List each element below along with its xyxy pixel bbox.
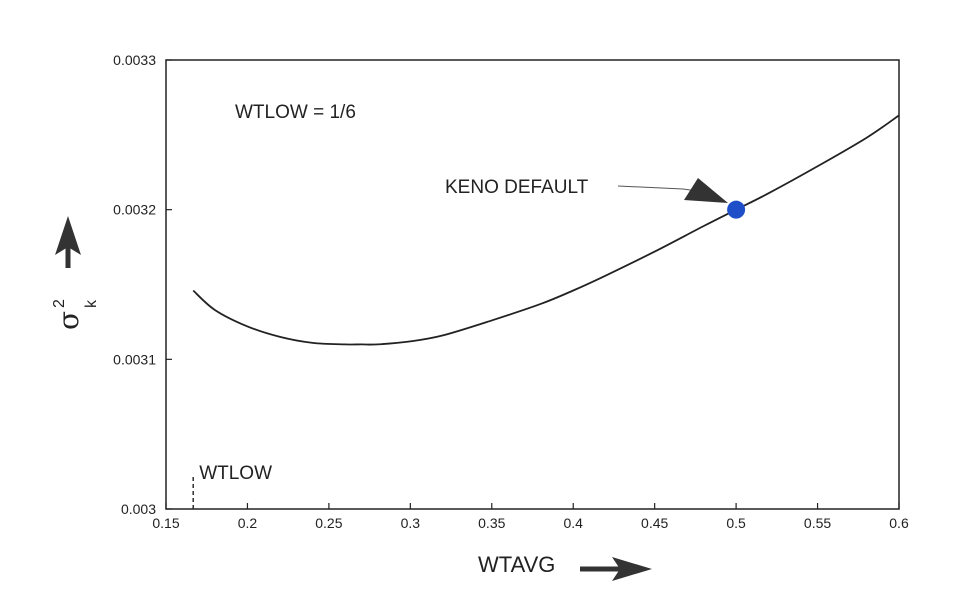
x-tick-label: 0.15 bbox=[152, 515, 179, 531]
y-tick-label: 0.0032 bbox=[113, 202, 156, 218]
y-axis: 0.003 0.0031 0.0032 0.0033 bbox=[113, 52, 172, 517]
x-tick-label: 0.35 bbox=[478, 515, 505, 531]
x-tick-label: 0.3 bbox=[401, 515, 421, 531]
default-annotation: KENO DEFAULT bbox=[445, 177, 589, 198]
y-axis-subscript: k bbox=[83, 299, 100, 308]
x-axis-arrow-icon bbox=[580, 557, 652, 581]
param-annotation: WTLOW = 1/6 bbox=[235, 102, 356, 123]
x-tick-label: 0.6 bbox=[889, 515, 909, 531]
x-tick-label: 0.25 bbox=[315, 515, 342, 531]
y-tick-label: 0.0031 bbox=[113, 351, 156, 367]
x-axis: 0.15 0.2 0.25 0.3 0.35 0.4 0.45 0.5 0.55 0.6 bbox=[152, 503, 909, 531]
wtlow-label: WTLOW bbox=[199, 463, 272, 484]
x-tick-label: 0.4 bbox=[563, 515, 583, 531]
y-axis-title: σ 2 k bbox=[51, 299, 100, 330]
y-axis-symbol: σ bbox=[52, 311, 85, 330]
x-tick-label: 0.55 bbox=[804, 515, 831, 531]
x-tick-label: 0.2 bbox=[238, 515, 258, 531]
default-point bbox=[727, 200, 746, 219]
y-axis-superscript: 2 bbox=[51, 299, 68, 308]
x-tick-label: 0.45 bbox=[641, 515, 668, 531]
y-tick-label: 0.0033 bbox=[113, 52, 156, 68]
x-tick-label: 0.5 bbox=[726, 515, 746, 531]
default-arrow-head bbox=[684, 178, 728, 203]
x-axis-title: WTAVG bbox=[478, 552, 555, 577]
series-line bbox=[192, 114, 900, 346]
plot-frame bbox=[165, 59, 900, 510]
y-tick-label: 0.003 bbox=[121, 501, 156, 517]
y-axis-arrow-icon bbox=[55, 216, 81, 268]
